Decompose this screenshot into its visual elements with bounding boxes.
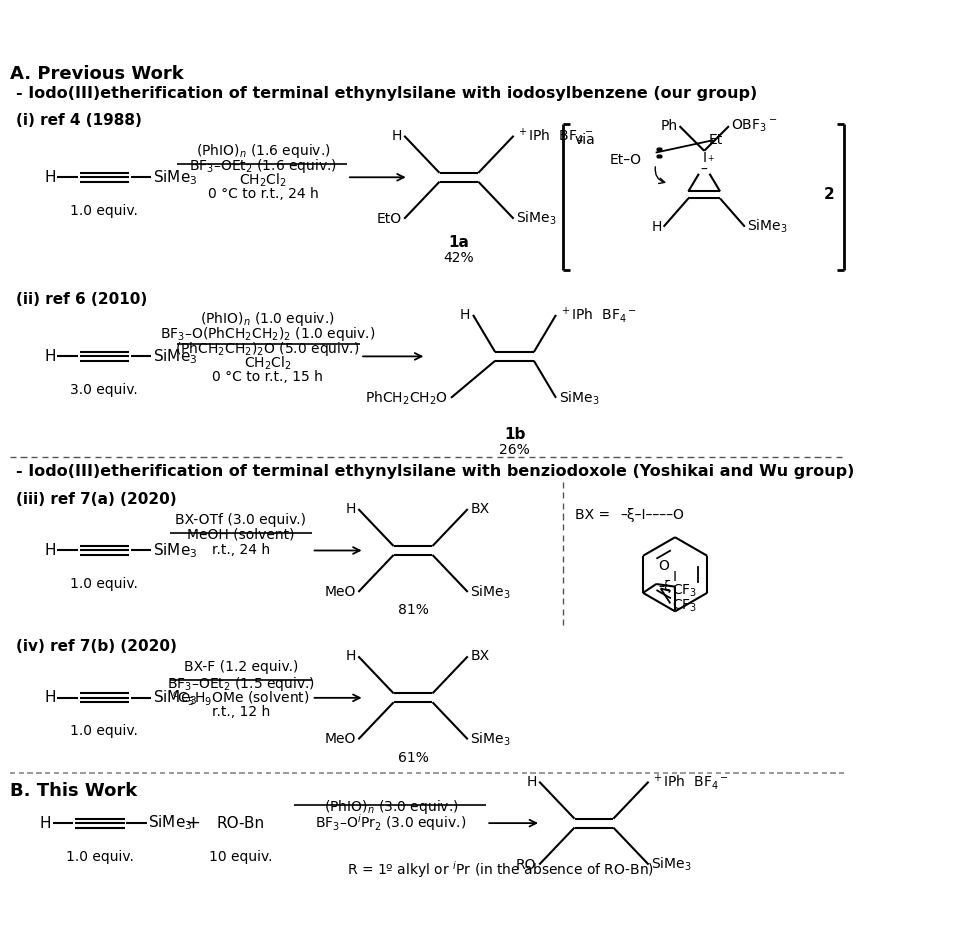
Text: (PhIO)$_n$ (1.6 equiv.): (PhIO)$_n$ (1.6 equiv.) [196, 142, 331, 160]
Text: BX-OTf (3.0 equiv.): BX-OTf (3.0 equiv.) [176, 513, 307, 527]
Text: (PhIO)$_n$ (1.0 equiv.): (PhIO)$_n$ (1.0 equiv.) [200, 310, 334, 328]
Text: Ph: Ph [660, 119, 678, 133]
Text: (PhCH$_2$CH$_2$)$_2$O (5.0 equiv.): (PhCH$_2$CH$_2$)$_2$O (5.0 equiv.) [175, 340, 359, 358]
Text: SiMe$_3$: SiMe$_3$ [558, 389, 600, 407]
Text: EtO: EtO [377, 211, 402, 225]
Text: - Iodo(III)etherification of terminal ethynylsilane with iodosylbenzene (our gro: - Iodo(III)etherification of terminal et… [16, 87, 757, 101]
Text: O: O [658, 560, 669, 573]
Text: BF$_3$–O(PhCH$_2$CH$_2$)$_2$ (1.0 equiv.): BF$_3$–O(PhCH$_2$CH$_2$)$_2$ (1.0 equiv.… [160, 325, 375, 343]
Text: 81%: 81% [398, 603, 429, 617]
Text: $^+$IPh  BF$_4$$^-$: $^+$IPh BF$_4$$^-$ [652, 772, 729, 791]
Text: H: H [44, 349, 56, 364]
Text: 61%: 61% [398, 750, 429, 764]
Text: CH$_2$Cl$_2$: CH$_2$Cl$_2$ [243, 355, 291, 372]
Text: 1.0 equiv.: 1.0 equiv. [66, 850, 134, 864]
Text: SiMe$_3$: SiMe$_3$ [153, 347, 197, 366]
FancyArrowPatch shape [655, 167, 665, 183]
Text: 0 °C to r.t., 24 h: 0 °C to r.t., 24 h [208, 187, 318, 201]
Text: OBF$_3$$^-$: OBF$_3$$^-$ [730, 118, 777, 134]
Text: Et: Et [708, 133, 723, 147]
Text: $^c$C$_5$H$_9$OMe (solvent): $^c$C$_5$H$_9$OMe (solvent) [172, 690, 309, 708]
Text: - Iodo(III)etherification of terminal ethynylsilane with benziodoxole (Yoshikai : - Iodo(III)etherification of terminal et… [16, 464, 854, 479]
Text: BF$_3$–O$^i$Pr$_2$ (3.0 equiv.): BF$_3$–O$^i$Pr$_2$ (3.0 equiv.) [315, 813, 467, 833]
Text: (iv) ref 7(b) (2020): (iv) ref 7(b) (2020) [16, 639, 177, 654]
Text: $^+$IPh  BF$_4$$^-$: $^+$IPh BF$_4$$^-$ [558, 305, 636, 325]
Text: BF$_3$–OEt$_2$ (1.6 equiv.): BF$_3$–OEt$_2$ (1.6 equiv.) [189, 157, 337, 175]
Text: 1.0 equiv.: 1.0 equiv. [70, 577, 138, 591]
Text: H: H [39, 816, 51, 830]
Text: B. This Work: B. This Work [10, 782, 137, 800]
Text: 26%: 26% [499, 443, 530, 457]
Text: (i) ref 4 (1988): (i) ref 4 (1988) [16, 113, 142, 128]
Text: PhCH$_2$CH$_2$O: PhCH$_2$CH$_2$O [365, 389, 449, 407]
Text: r.t., 12 h: r.t., 12 h [211, 705, 270, 719]
Text: r.t., 24 h: r.t., 24 h [212, 543, 270, 557]
Text: RO: RO [516, 857, 536, 871]
Text: 42%: 42% [444, 250, 474, 264]
Text: H: H [345, 649, 356, 664]
Text: H: H [345, 502, 356, 516]
Text: 1b: 1b [504, 427, 526, 442]
Text: H: H [44, 169, 56, 184]
Text: BX =: BX = [575, 508, 609, 522]
Text: H: H [44, 690, 56, 706]
Text: +: + [185, 814, 200, 832]
Text: 3.0 equiv.: 3.0 equiv. [70, 383, 138, 397]
Text: H: H [652, 220, 662, 234]
Text: CF$_3$: CF$_3$ [672, 598, 698, 614]
Text: CH$_2$Cl$_2$: CH$_2$Cl$_2$ [239, 172, 287, 189]
Text: 1.0 equiv.: 1.0 equiv. [70, 204, 138, 218]
Text: 1.0 equiv.: 1.0 equiv. [70, 724, 138, 738]
Text: SiMe$_3$: SiMe$_3$ [153, 168, 197, 186]
Text: SiMe$_3$: SiMe$_3$ [747, 218, 787, 236]
Text: 0 °C to r.t., 15 h: 0 °C to r.t., 15 h [212, 370, 323, 384]
Text: H: H [527, 775, 536, 789]
Text: RO-Bn: RO-Bn [217, 816, 265, 830]
Text: SiMe$_3$: SiMe$_3$ [470, 731, 511, 748]
Text: MeO: MeO [324, 733, 356, 747]
Text: via: via [575, 133, 595, 147]
Text: SiMe$_3$: SiMe$_3$ [153, 541, 197, 560]
Text: –: – [701, 163, 707, 177]
Text: 2: 2 [824, 187, 834, 202]
Text: SiMe$_3$: SiMe$_3$ [148, 814, 193, 832]
Text: SiMe$_3$: SiMe$_3$ [652, 856, 692, 873]
Text: MeO: MeO [324, 585, 356, 599]
Text: 1a: 1a [449, 235, 469, 250]
Text: R = 1º alkyl or $^i$Pr (in the absence of RO-Bn): R = 1º alkyl or $^i$Pr (in the absence o… [347, 859, 653, 880]
Text: (PhIO)$_n$ (3.0 equiv.): (PhIO)$_n$ (3.0 equiv.) [324, 798, 458, 816]
Text: H: H [460, 308, 470, 322]
Text: I: I [673, 570, 678, 584]
Text: $^+$IPh  BF$_4$$^-$: $^+$IPh BF$_4$$^-$ [516, 126, 594, 145]
Text: I: I [702, 151, 706, 165]
Text: BX: BX [470, 649, 489, 664]
Text: BF$_3$–OEt$_2$ (1.5 equiv.): BF$_3$–OEt$_2$ (1.5 equiv.) [167, 675, 315, 693]
Text: –ξ–I––––O: –ξ–I––––O [621, 508, 684, 522]
Text: BX: BX [470, 502, 489, 516]
Text: 10 equiv.: 10 equiv. [209, 850, 273, 864]
Text: H: H [44, 543, 56, 558]
Text: A. Previous Work: A. Previous Work [10, 65, 184, 83]
Text: BX-F (1.2 equiv.): BX-F (1.2 equiv.) [184, 660, 298, 674]
Text: $^+$: $^+$ [706, 155, 715, 165]
Text: –ξ: –ξ [658, 580, 672, 593]
Text: CF$_3$: CF$_3$ [672, 583, 698, 600]
Text: H: H [391, 128, 402, 142]
Text: (ii) ref 6 (2010): (ii) ref 6 (2010) [16, 292, 147, 307]
Text: (iii) ref 7(a) (2020): (iii) ref 7(a) (2020) [16, 492, 177, 507]
Text: SiMe$_3$: SiMe$_3$ [516, 210, 557, 227]
Text: SiMe$_3$: SiMe$_3$ [470, 583, 511, 600]
Text: Et–O: Et–O [610, 153, 642, 167]
Text: SiMe$_3$: SiMe$_3$ [153, 689, 197, 708]
Text: MeOH (solvent): MeOH (solvent) [187, 528, 295, 542]
